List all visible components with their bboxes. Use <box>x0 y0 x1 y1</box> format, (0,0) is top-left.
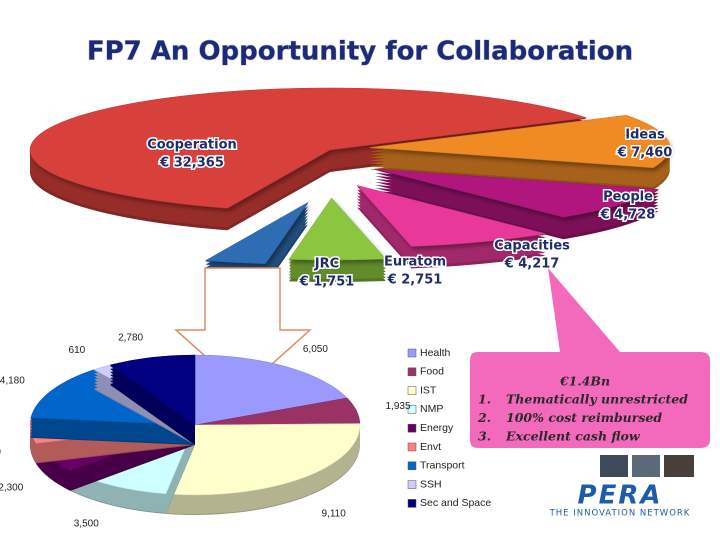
legend-swatch <box>407 461 417 471</box>
slice <box>374 168 660 240</box>
slice-label: Euratom <box>384 255 446 270</box>
slice-label: JRC <box>314 257 339 272</box>
slice-side <box>35 444 195 490</box>
slide-title: FP7 An Opportunity for Collaboration <box>87 37 633 67</box>
slice-top <box>165 423 361 496</box>
legend-label: Food <box>420 366 444 378</box>
slice <box>165 423 361 515</box>
slice-label: Ideas <box>625 128 665 143</box>
legend-swatch <box>407 405 417 414</box>
legend-swatch <box>407 367 417 377</box>
slice <box>204 202 309 286</box>
legend-swatch <box>407 423 417 433</box>
legend-label: Envt <box>420 441 441 453</box>
value-label: € 1,751 <box>299 275 355 290</box>
slice-top <box>374 168 660 218</box>
legend-label: IST <box>420 384 437 396</box>
slice-side <box>374 187 659 237</box>
logo-tagline: THE INNOVATION NETWORK <box>549 509 691 519</box>
slice-top <box>369 115 671 169</box>
value-label: 1,900 <box>0 447 1 458</box>
callout-text: Thematically unrestricted <box>506 392 688 407</box>
slice-top <box>356 184 546 247</box>
legend-swatch <box>407 499 417 508</box>
logo-images <box>600 455 694 477</box>
callout-number: 1. <box>478 392 491 407</box>
callout-text: 100% cost reimbursed <box>506 410 662 425</box>
legend-swatch <box>407 480 417 489</box>
slice-top <box>29 87 587 209</box>
slice <box>29 87 587 231</box>
value-label: 610 <box>69 345 86 356</box>
value-label: € 7,460 <box>617 146 673 161</box>
value-label: € 32,365 <box>159 156 224 171</box>
callout-number: 3. <box>478 429 491 444</box>
legend-swatch <box>407 386 417 395</box>
slice-side <box>30 436 196 463</box>
slice-top <box>204 202 309 265</box>
legend-label: NMP <box>420 403 443 415</box>
cooperation-pie: Health Food IST NMP Energy Envt Transport SSH Se… <box>29 347 491 515</box>
value-label: 6,050 <box>303 344 328 355</box>
legend-label: Energy <box>420 422 454 434</box>
legend-label: SSH <box>420 478 442 490</box>
logo-name: PERA <box>578 481 663 511</box>
value-label: € 4,217 <box>504 257 560 272</box>
slice-top <box>109 354 196 426</box>
callout-list: 1. Thematically unrestricted 2. 100% cost r… <box>477 392 688 444</box>
value-label: € 2,751 <box>387 273 443 288</box>
legend-label: Health <box>420 347 451 359</box>
value-label: € 4,728 <box>600 208 656 223</box>
slice <box>369 115 671 190</box>
value-label: 1,935 <box>385 401 410 412</box>
callout <box>470 268 710 448</box>
callout-amount: €1.4Bn <box>559 374 610 389</box>
callout-text: Excellent cash flow <box>505 429 641 444</box>
value-label: 9,110 <box>321 509 346 520</box>
value-label: 2,300 <box>0 482 24 493</box>
value-label: 2,780 <box>118 332 143 343</box>
budget-pie: Cooperation € 32,365 Ideas € 7,460 People € 4… <box>29 87 674 291</box>
legend-swatch <box>407 442 417 452</box>
slice-label: Cooperation <box>147 138 237 153</box>
legend-label: Transport <box>420 460 465 472</box>
callout-number: 2. <box>477 410 491 425</box>
legend-label: Sec and Space <box>420 497 491 509</box>
slice-label: People <box>603 190 653 205</box>
slice <box>109 354 196 445</box>
slice <box>288 197 387 282</box>
slice-top <box>194 354 348 426</box>
value-label: 3,500 <box>74 518 99 529</box>
value-label: 4,180 <box>0 376 25 387</box>
slice-side <box>94 383 195 444</box>
slice-label: Capacities <box>494 239 570 254</box>
slice-top <box>288 197 387 261</box>
slice <box>356 184 546 269</box>
legend-swatch <box>407 348 417 358</box>
